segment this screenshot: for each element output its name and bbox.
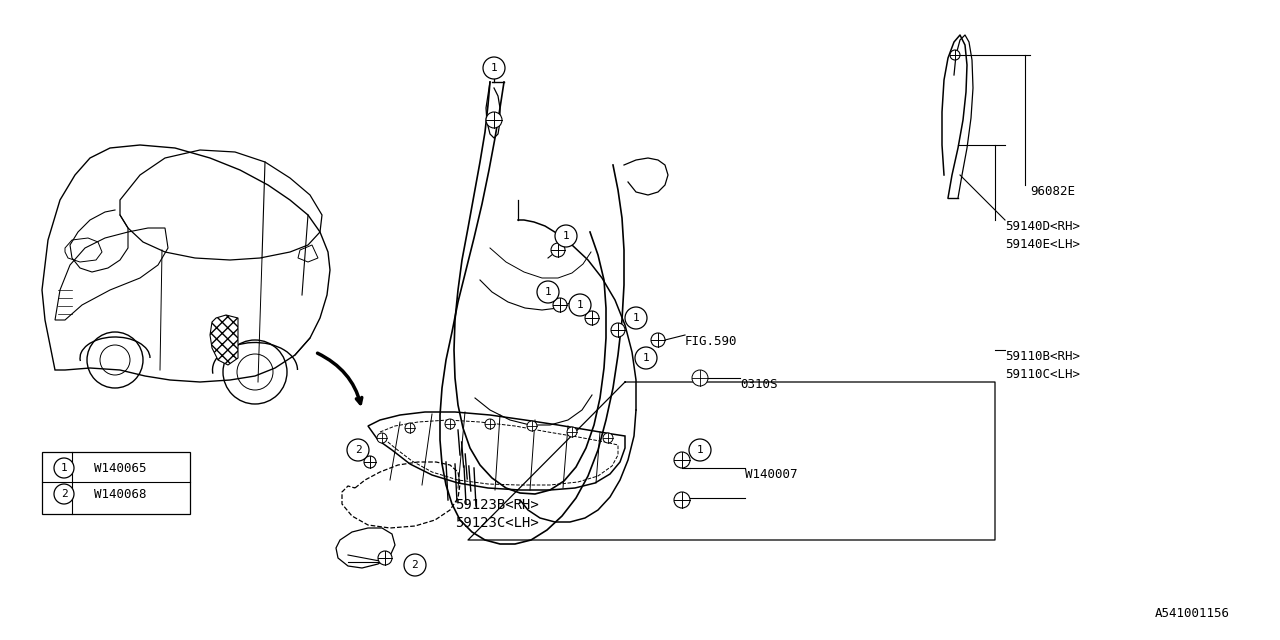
Circle shape (538, 281, 559, 303)
Text: 0310S: 0310S (740, 378, 777, 391)
Circle shape (378, 551, 392, 565)
Text: 59110C<LH>: 59110C<LH> (1005, 368, 1080, 381)
Circle shape (54, 458, 74, 478)
Circle shape (404, 423, 415, 433)
Circle shape (445, 419, 454, 429)
Circle shape (625, 307, 646, 329)
Circle shape (675, 452, 690, 468)
Circle shape (364, 456, 376, 468)
Text: 1: 1 (563, 231, 570, 241)
Circle shape (378, 433, 387, 443)
Text: 59123C<LH>: 59123C<LH> (454, 516, 539, 530)
Circle shape (692, 370, 708, 386)
Circle shape (611, 323, 625, 337)
Circle shape (567, 427, 577, 437)
Text: 2: 2 (60, 489, 68, 499)
Circle shape (486, 112, 502, 128)
Circle shape (553, 298, 567, 312)
Circle shape (347, 439, 369, 461)
Text: 1: 1 (544, 287, 552, 297)
Circle shape (54, 484, 74, 504)
Text: 59140E<LH>: 59140E<LH> (1005, 238, 1080, 251)
Text: 2: 2 (412, 560, 419, 570)
Text: W140068: W140068 (93, 488, 146, 500)
Text: 1: 1 (632, 313, 640, 323)
Text: FIG.590: FIG.590 (685, 335, 737, 348)
Circle shape (570, 294, 591, 316)
Circle shape (585, 311, 599, 325)
Circle shape (556, 225, 577, 247)
Circle shape (483, 57, 506, 79)
Circle shape (404, 554, 426, 576)
Bar (42, 452, 189, 514)
Circle shape (485, 419, 495, 429)
Text: 59123B<RH>: 59123B<RH> (454, 498, 539, 512)
Circle shape (652, 333, 666, 347)
Text: 1: 1 (696, 445, 704, 455)
Text: 96082E: 96082E (1030, 185, 1075, 198)
Text: W140007: W140007 (745, 468, 797, 481)
Text: 1: 1 (490, 63, 498, 73)
Polygon shape (210, 315, 238, 365)
Circle shape (550, 243, 564, 257)
Circle shape (603, 433, 613, 443)
Text: 59110B<RH>: 59110B<RH> (1005, 350, 1080, 363)
Text: 2: 2 (355, 445, 361, 455)
Circle shape (635, 347, 657, 369)
Text: 59140D<RH>: 59140D<RH> (1005, 220, 1080, 233)
Text: A541001156: A541001156 (1155, 607, 1230, 620)
Circle shape (950, 50, 960, 60)
Circle shape (689, 439, 710, 461)
Text: 1: 1 (576, 300, 584, 310)
Circle shape (527, 421, 538, 431)
Text: W140065: W140065 (93, 461, 146, 474)
Text: 1: 1 (60, 463, 68, 473)
Text: 1: 1 (643, 353, 649, 363)
Circle shape (675, 492, 690, 508)
